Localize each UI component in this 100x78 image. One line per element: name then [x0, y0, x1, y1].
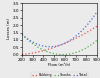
X-axis label: Flow (m³/h): Flow (m³/h): [48, 63, 71, 67]
Y-axis label: Losses (m): Losses (m): [7, 18, 11, 39]
Legend: Rubbing, Shocks, Total: Rubbing, Shocks, Total: [31, 72, 88, 78]
